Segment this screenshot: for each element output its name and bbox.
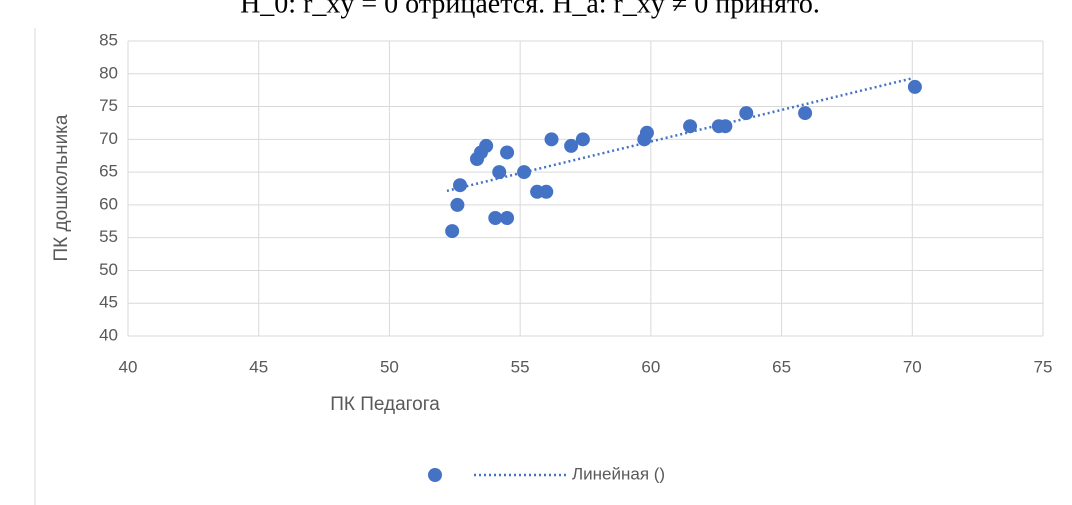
y-axis-label: ПК дошкольника (51, 114, 72, 261)
y-tick-label: 50 (99, 260, 118, 279)
y-tick-label: 65 (99, 162, 118, 181)
y-tick-label: 75 (99, 96, 118, 115)
y-tick-label: 80 (99, 63, 118, 82)
scatter-point (575, 132, 590, 147)
scatter-point (445, 224, 460, 239)
scatter-point (544, 132, 559, 147)
scatter-point (798, 106, 813, 121)
x-tick-label: 40 (119, 357, 138, 376)
scatter-point (500, 211, 515, 225)
scatter-point (479, 138, 494, 153)
scatter-point (539, 184, 554, 199)
y-tick-label: 60 (99, 194, 118, 213)
x-tick-label: 70 (903, 357, 922, 376)
x-tick-label: 75 (1034, 357, 1053, 376)
scatter-point (500, 145, 515, 160)
x-tick-label: 65 (772, 357, 791, 376)
x-tick-label: 55 (511, 357, 530, 376)
x-tick-label: 45 (249, 357, 268, 376)
y-tick-label: 45 (99, 293, 118, 312)
scatter-point (517, 165, 532, 180)
scatter-point (683, 119, 698, 134)
scatter-point (450, 197, 465, 212)
scatter-point (492, 165, 507, 180)
scatter-point (907, 79, 922, 94)
y-tick-label: 55 (99, 227, 118, 246)
scatter-point (453, 178, 468, 193)
legend-marker (428, 468, 442, 482)
scatter-point (739, 106, 754, 121)
header-text: H_0: r_xy = 0 отрицается. H_a: r_xy ≠ 0 … (240, 0, 820, 19)
trendline (446, 77, 913, 193)
legend-label: Линейная () (572, 464, 665, 483)
x-tick-label: 60 (641, 357, 660, 376)
x-tick-label: 50 (380, 357, 399, 376)
x-axis-label: ПК Педагога (330, 394, 440, 415)
y-tick-label: 85 (99, 30, 118, 49)
scatter-point (639, 125, 654, 140)
scatter-point (564, 138, 579, 153)
scatter-point (488, 211, 503, 225)
y-tick-label: 70 (99, 129, 118, 148)
y-tick-label: 40 (99, 325, 118, 344)
